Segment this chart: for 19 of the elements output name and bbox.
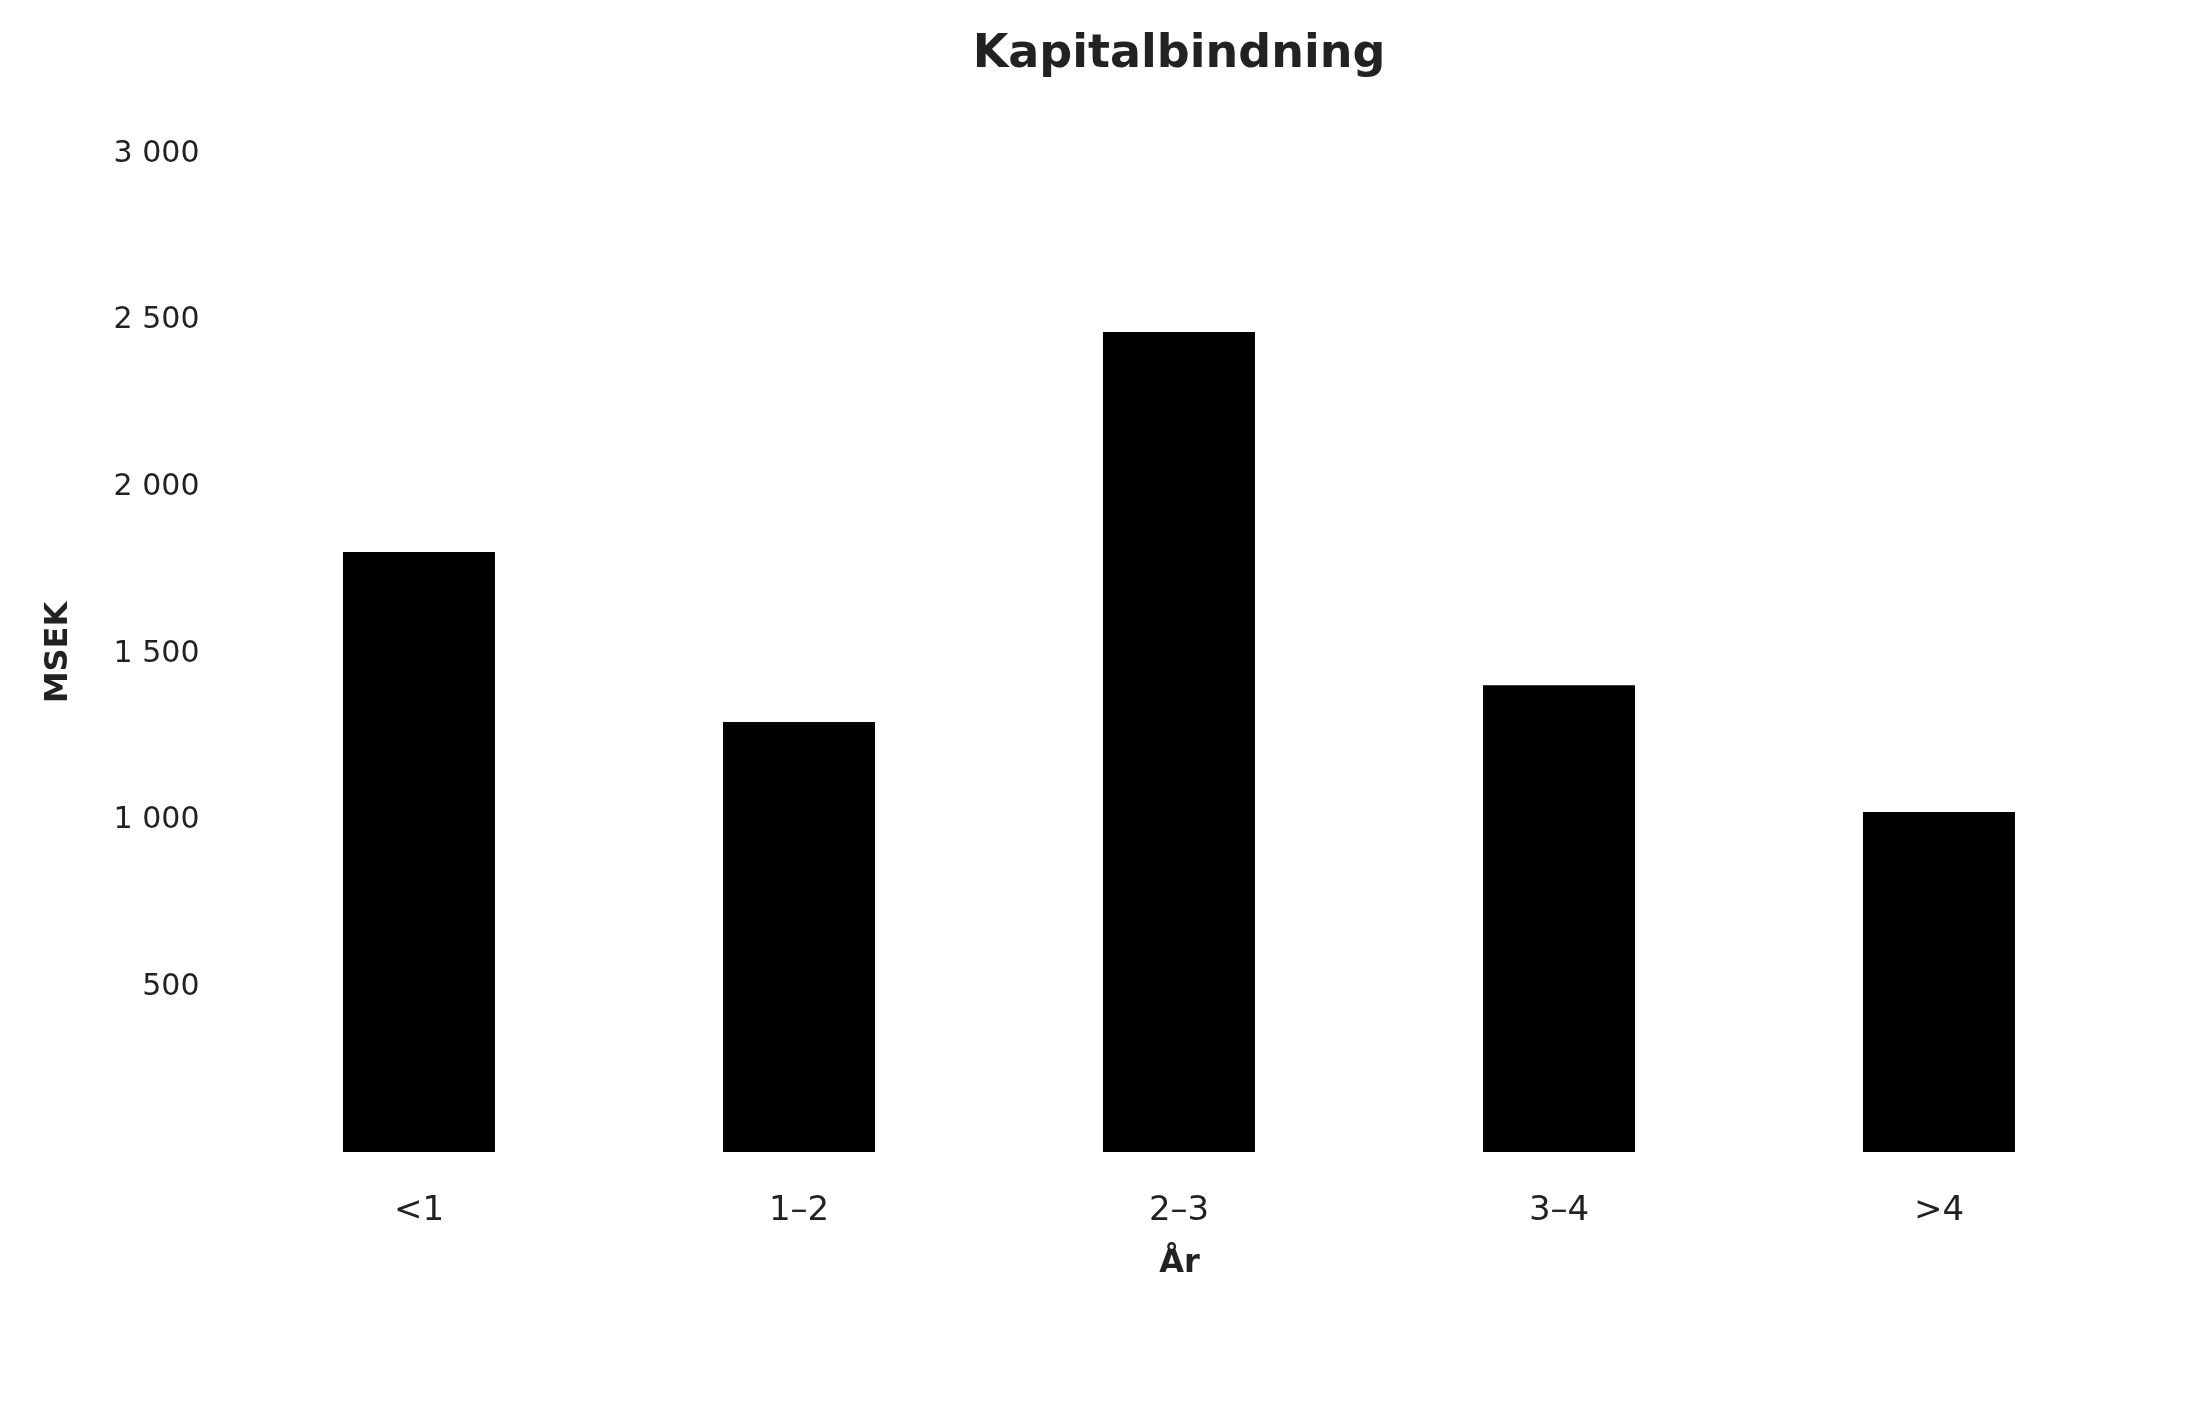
y-axis-title: MSEK <box>36 600 75 704</box>
bar <box>1483 685 1635 1152</box>
x-tick-label: 2–3 <box>1148 1187 1210 1228</box>
bar <box>1863 812 2015 1152</box>
x-tick-label: 3–4 <box>1528 1187 1590 1228</box>
x-tick-label: <1 <box>393 1187 445 1228</box>
bar <box>1103 332 1255 1152</box>
y-tick-label: 2 500 <box>113 300 200 336</box>
y-tick-label: 3 000 <box>113 133 200 169</box>
y-tick-label: 1 000 <box>113 800 200 836</box>
y-tick-label: 1 500 <box>113 633 200 669</box>
x-axis-title: År <box>1159 1241 1200 1280</box>
y-tick-label: 500 <box>142 966 200 1002</box>
x-tick-label: >4 <box>1913 1187 1965 1228</box>
bar <box>343 552 495 1152</box>
x-tick-label: 1–2 <box>768 1187 830 1228</box>
chart-title: Kapitalbindning <box>972 24 1386 78</box>
bar <box>723 722 875 1152</box>
y-tick-label: 2 000 <box>113 466 200 502</box>
